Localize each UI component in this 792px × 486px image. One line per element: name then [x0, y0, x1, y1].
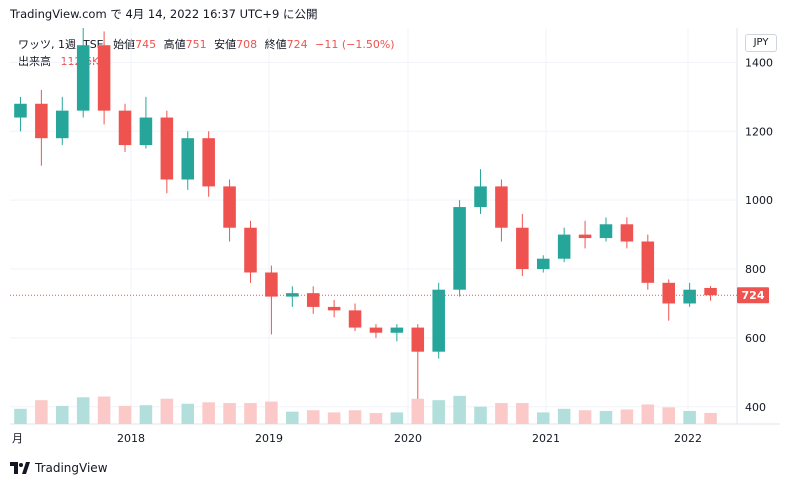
- volume-bar: [599, 410, 613, 424]
- candle-body: [265, 272, 278, 297]
- candle-body: [390, 327, 404, 333]
- close-value: 724: [286, 38, 308, 51]
- candle-body: [495, 186, 508, 228]
- volume-bar: [348, 410, 362, 424]
- candle-body: [97, 45, 111, 111]
- volume-bar: [265, 401, 278, 424]
- low-label: 安値: [214, 38, 237, 51]
- y-tick-label: 600: [745, 332, 766, 345]
- volume-label: 出来高: [18, 55, 51, 68]
- candle-body: [662, 282, 675, 304]
- candle-body: [202, 138, 215, 187]
- candle-body: [557, 234, 571, 259]
- publish-header: TradingView.com で 4月 14, 2022 16:37 UTC+…: [10, 7, 318, 21]
- candle-body: [432, 289, 445, 352]
- close-label: 終値: [264, 38, 287, 51]
- x-tick-label: 2022: [674, 432, 702, 445]
- volume-bar: [244, 403, 257, 424]
- y-tick-label: 400: [745, 401, 766, 414]
- last-price-tag: [737, 287, 769, 304]
- candle-body: [181, 138, 195, 180]
- candle-body: [620, 224, 634, 242]
- volume-bar: [662, 407, 675, 424]
- candle-body: [516, 227, 529, 270]
- volume-bar: [557, 408, 571, 424]
- volume-bar: [453, 395, 466, 424]
- candle-body: [139, 117, 153, 146]
- candle-body: [327, 306, 341, 311]
- volume-bar: [704, 412, 717, 424]
- volume-bar: [495, 403, 508, 424]
- volume-bar: [306, 410, 320, 424]
- volume-bar: [202, 402, 215, 424]
- volume-bar: [118, 405, 132, 424]
- volume-bar: [76, 397, 90, 424]
- volume-bar: [35, 400, 48, 424]
- candle-body: [223, 186, 236, 228]
- candle-body: [14, 103, 27, 118]
- volume-bar: [160, 398, 174, 424]
- candle-body: [599, 224, 613, 239]
- candle-body: [453, 207, 466, 290]
- tradingview-brand: TradingView: [35, 461, 108, 475]
- change-value: −11 (−1.50%): [315, 38, 395, 51]
- volume-bar: [578, 410, 592, 424]
- volume-bar: [56, 405, 69, 424]
- volume-bar: [411, 398, 425, 424]
- candle-body: [578, 234, 592, 239]
- volume-bar: [369, 413, 383, 424]
- volume-bar: [474, 406, 487, 424]
- candle-body: [704, 287, 717, 296]
- y-tick-label: 800: [745, 263, 766, 276]
- volume-bar: [139, 405, 153, 424]
- volume-bar: [432, 400, 445, 424]
- open-label: 始値: [113, 38, 136, 51]
- volume-bar: [536, 412, 550, 424]
- candle-body: [641, 241, 655, 283]
- candle-body: [369, 327, 383, 333]
- currency-button[interactable]: JPY: [745, 34, 777, 52]
- x-tick-label: 2020: [394, 432, 422, 445]
- volume-bar: [683, 410, 696, 424]
- volume-bar: [516, 403, 529, 424]
- last-price-label: 724: [742, 289, 765, 302]
- x-tick-label: 2021: [532, 432, 560, 445]
- volume-bar: [641, 404, 655, 424]
- candle-body: [35, 103, 48, 139]
- ohlc-legend: ワッツ, 1週, TSE 始値745 高値751 安値708 終値724 −11…: [18, 36, 395, 52]
- candle-body: [411, 327, 425, 352]
- y-tick-label: 1400: [745, 56, 773, 69]
- candle-body: [76, 45, 90, 111]
- volume-bar: [286, 411, 299, 424]
- volume-bar: [327, 412, 341, 424]
- candle-body: [160, 117, 174, 180]
- volume-bar: [14, 408, 27, 424]
- volume-bar: [97, 396, 111, 424]
- candle-body: [348, 310, 362, 328]
- candle-body: [244, 227, 257, 273]
- open-value: 745: [135, 38, 157, 51]
- candle-body: [118, 110, 132, 146]
- tradingview-logo[interactable]: TradingView: [10, 460, 108, 476]
- candle-body: [536, 258, 550, 270]
- x-tick-label: 2018: [117, 432, 145, 445]
- candle-body: [56, 110, 69, 139]
- candle-body: [306, 293, 320, 307]
- volume-bar: [181, 403, 195, 424]
- high-label: 高値: [163, 38, 186, 51]
- y-tick-label: 1200: [745, 125, 773, 138]
- volume-bar: [620, 409, 634, 424]
- x-tick-label: 月: [12, 432, 23, 445]
- y-tick-label: 1000: [745, 194, 773, 207]
- volume-bar: [223, 403, 236, 424]
- x-tick-label: 2019: [255, 432, 283, 445]
- candle-body: [474, 186, 487, 208]
- high-value: 751: [185, 38, 207, 51]
- tradingview-logo-icon: [10, 462, 30, 474]
- low-value: 708: [236, 38, 258, 51]
- volume-bar: [390, 412, 404, 424]
- candle-body: [683, 289, 696, 304]
